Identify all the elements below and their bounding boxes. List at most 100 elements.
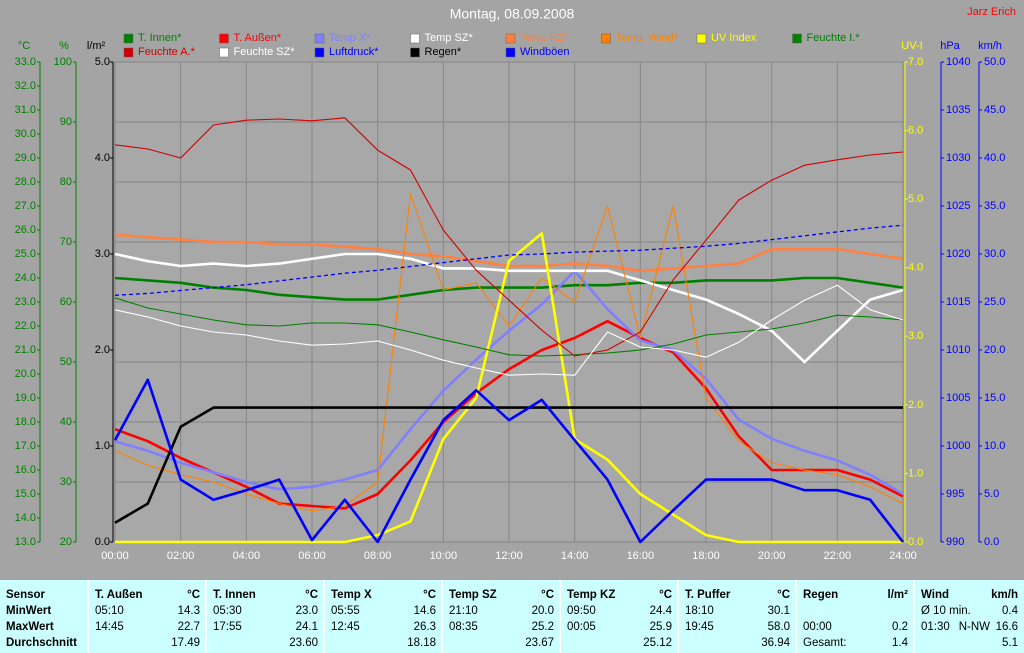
table-unit: l/m² — [888, 589, 909, 601]
legend-label: Feuchte SZ* — [234, 46, 296, 58]
y-tick-label: 995 — [946, 488, 964, 500]
legend-label: Windböen — [520, 46, 570, 58]
table-header: Regen — [803, 589, 838, 601]
legend-swatch — [410, 47, 420, 58]
y-tick-label: 50.0 — [984, 56, 1005, 68]
y-tick-label: 23.0 — [15, 296, 36, 308]
y-tick-label: 17.0 — [15, 440, 36, 452]
x-tick-label: 22:00 — [824, 550, 852, 562]
y-tick-label: 1015 — [946, 296, 970, 308]
x-tick-label: 00:00 — [101, 550, 129, 562]
y-tick-label: 4.0 — [95, 152, 110, 164]
legend-swatch — [505, 47, 516, 58]
series-line — [115, 232, 903, 544]
y-tick-label: 1000 — [946, 440, 970, 452]
table-cell: 00:00 — [803, 621, 832, 633]
y-tick-label: 28.0 — [15, 176, 36, 188]
y-tick-label: 7.0 — [908, 56, 923, 68]
table-cell: 25.9 — [650, 621, 672, 633]
x-tick-label: 14:00 — [561, 550, 589, 562]
legend-swatch — [219, 47, 229, 58]
series-line — [114, 276, 904, 301]
y-tick-label: 19.0 — [15, 392, 36, 404]
table-cell: 5.1 — [1002, 637, 1018, 649]
y-tick-label: 3.0 — [908, 330, 923, 342]
y-tick-label: 1010 — [946, 344, 970, 356]
series-line — [114, 406, 903, 524]
y-tick-label: 10.0 — [984, 440, 1005, 452]
table-cell: 16.6 — [996, 621, 1018, 633]
table-cell: Ø 10 min. — [921, 605, 971, 617]
axis-label: % — [59, 40, 69, 52]
y-tick-label: 3.0 — [95, 248, 110, 260]
legend-label: Luftdruck* — [329, 46, 379, 58]
y-tick-label: 14.0 — [15, 512, 36, 524]
table-cell: 25.2 — [532, 621, 554, 633]
x-tick-label: 10:00 — [430, 550, 458, 562]
y-tick-label: 45.0 — [984, 104, 1005, 116]
table-header: Temp KZ — [567, 589, 615, 601]
y-tick-label: 40 — [60, 416, 72, 428]
table-unit: °C — [777, 589, 790, 601]
table-cell: 17.49 — [171, 637, 200, 649]
y-tick-label: 29.0 — [15, 152, 36, 164]
y-tick-label: 5.0 — [984, 488, 999, 500]
table-cell: 23.60 — [289, 637, 318, 649]
table-cell: N-NW — [959, 621, 990, 633]
series-line — [114, 269, 904, 496]
author: Jarz Erich — [967, 6, 1016, 18]
table-header: T. Puffer — [685, 589, 731, 601]
table-background — [0, 580, 1024, 653]
y-tick-label: 2.0 — [908, 399, 923, 411]
x-tick-label: 02:00 — [167, 550, 195, 562]
legend-swatch — [601, 33, 611, 44]
table-cell: 25.12 — [643, 637, 672, 649]
x-tick-label: 16:00 — [627, 550, 655, 562]
x-tick-label: 04:00 — [233, 550, 261, 562]
table-cell: 14.6 — [414, 605, 436, 617]
table-cell: 23.67 — [525, 637, 554, 649]
y-tick-label: 1030 — [946, 152, 970, 164]
table-cell: 17:55 — [213, 621, 242, 633]
legend-swatch — [314, 33, 325, 44]
x-tick-label: 06:00 — [298, 550, 326, 562]
x-tick-label: 08:00 — [364, 550, 392, 562]
table-header: T. Innen — [213, 589, 256, 601]
table-header: Wind — [921, 589, 949, 601]
y-tick-label: 100 — [54, 56, 72, 68]
row-label: MaxWert — [6, 621, 54, 633]
y-tick-label: 18.0 — [15, 416, 36, 428]
table-cell: 09:50 — [567, 605, 596, 617]
table-cell: 14:45 — [95, 621, 124, 633]
row-label: Durchschnitt — [6, 637, 77, 649]
series-line — [114, 297, 904, 357]
y-tick-label: 1.0 — [95, 440, 110, 452]
y-tick-label: 70 — [60, 236, 72, 248]
table-cell: 1.4 — [892, 637, 909, 649]
table-cell: 01:30 — [921, 621, 950, 633]
y-tick-label: 60 — [60, 296, 72, 308]
y-tick-label: 1.0 — [908, 467, 923, 479]
y-tick-label: 1025 — [946, 200, 970, 212]
y-tick-label: 0.0 — [984, 536, 999, 548]
series-line — [114, 193, 904, 512]
y-tick-label: 1035 — [946, 104, 970, 116]
table-cell: 05:10 — [95, 605, 124, 617]
table-cell: 12:45 — [331, 621, 360, 633]
axis-label: l/m² — [87, 40, 106, 52]
legend-swatch — [123, 47, 134, 58]
y-tick-label: 16.0 — [15, 464, 36, 476]
y-tick-label: 25.0 — [15, 248, 36, 260]
y-tick-label: 80 — [60, 176, 72, 188]
table-cell: 20.0 — [532, 605, 554, 617]
y-tick-label: 50 — [60, 356, 72, 368]
table-unit: km/h — [991, 589, 1018, 601]
chart-title: Montag, 08.09.2008 — [450, 6, 575, 22]
y-tick-label: 15.0 — [15, 488, 36, 500]
legend-swatch — [314, 47, 325, 58]
y-tick-label: 2.0 — [95, 344, 110, 356]
y-tick-label: 15.0 — [984, 392, 1005, 404]
table-cell: 18:10 — [685, 605, 714, 617]
axis-label: UV-I — [901, 40, 922, 52]
